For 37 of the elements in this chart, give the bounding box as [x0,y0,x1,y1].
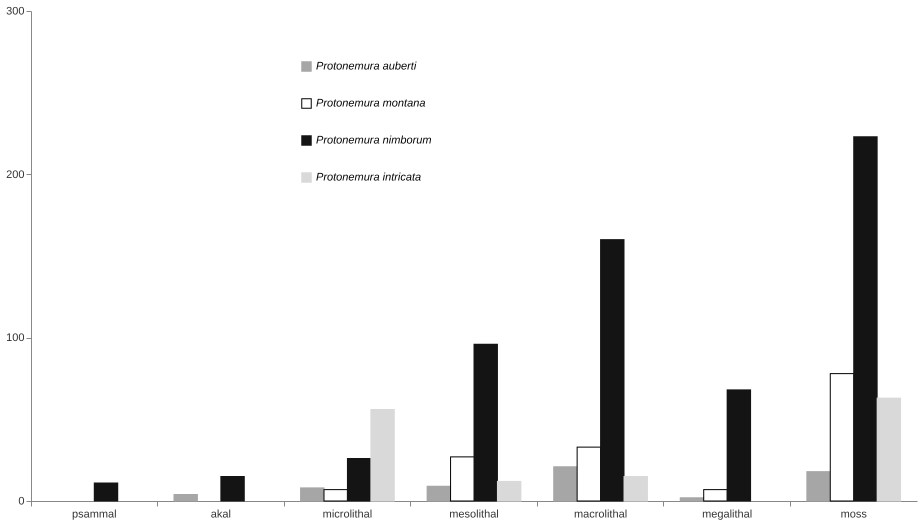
bar [876,398,902,502]
legend-label: Protonemura montana [316,98,426,110]
bar [553,466,578,502]
bar [703,489,728,502]
bar [576,446,602,502]
y-tick-label: 100 [6,332,24,344]
y-tick-label: 200 [6,168,24,181]
bar [370,409,395,502]
bar [496,480,522,502]
x-tick-label: macrolithal [574,508,628,520]
bar [173,494,198,502]
bar [830,373,854,502]
bar [426,486,452,502]
x-tick-label: moss [840,508,868,520]
bar [220,476,245,502]
bar [624,476,648,502]
y-tick-label: 300 [6,6,24,18]
legend-label: Protonemura nimborum [316,134,432,146]
bar [853,136,878,502]
legend-label: Protonemura auberti [316,60,417,72]
x-tick-label: akal [210,508,231,520]
bar [450,456,474,502]
x-tick-label: mesolithal [449,508,499,520]
bar [806,471,831,502]
legend-label: Protonemura intricata [316,172,422,184]
bar [323,489,348,502]
bar [346,458,372,502]
bar [474,344,498,502]
bar [300,487,324,502]
bar [94,482,118,502]
x-tick-label: microlithal [322,508,372,520]
x-tick-label: psammal [72,508,117,520]
bar [726,389,752,502]
bar [600,239,625,502]
y-tick-label: 0 [18,496,24,508]
bar [680,497,704,502]
x-tick-label: megalithal [702,508,752,520]
